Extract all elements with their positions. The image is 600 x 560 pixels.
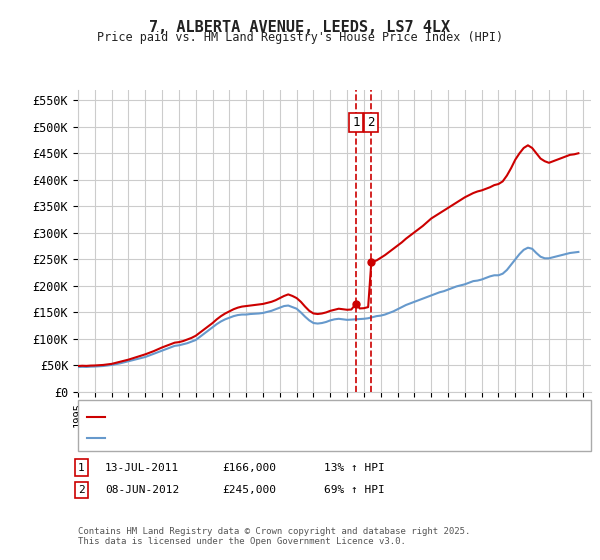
Text: 13-JUL-2011: 13-JUL-2011 — [105, 463, 179, 473]
Text: 7, ALBERTA AVENUE, LEEDS, LS7 4LX (semi-detached house): 7, ALBERTA AVENUE, LEEDS, LS7 4LX (semi-… — [108, 412, 452, 422]
Text: Contains HM Land Registry data © Crown copyright and database right 2025.
This d: Contains HM Land Registry data © Crown c… — [78, 526, 470, 546]
Text: £166,000: £166,000 — [222, 463, 276, 473]
Text: 1: 1 — [352, 116, 360, 129]
Text: 69% ↑ HPI: 69% ↑ HPI — [324, 485, 385, 495]
Text: 7, ALBERTA AVENUE, LEEDS, LS7 4LX: 7, ALBERTA AVENUE, LEEDS, LS7 4LX — [149, 20, 451, 35]
Text: 1: 1 — [78, 463, 85, 473]
Text: Price paid vs. HM Land Registry's House Price Index (HPI): Price paid vs. HM Land Registry's House … — [97, 31, 503, 44]
Text: 13% ↑ HPI: 13% ↑ HPI — [324, 463, 385, 473]
Text: 08-JUN-2012: 08-JUN-2012 — [105, 485, 179, 495]
Text: 2: 2 — [368, 116, 375, 129]
Text: HPI: Average price, semi-detached house, Leeds: HPI: Average price, semi-detached house,… — [108, 433, 395, 443]
Text: £245,000: £245,000 — [222, 485, 276, 495]
Text: 2: 2 — [78, 485, 85, 495]
